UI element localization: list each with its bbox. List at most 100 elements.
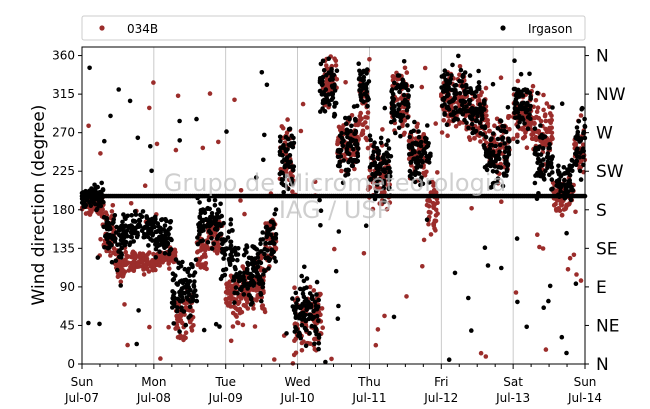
- point-irgason: [549, 177, 555, 182]
- point-irgason: [179, 305, 184, 311]
- point-irgason: [537, 144, 542, 150]
- point-irgason: [425, 123, 430, 128]
- point-irgason: [349, 163, 355, 168]
- point-irgason: [381, 185, 387, 191]
- point-034b: [318, 291, 323, 297]
- point-irgason: [533, 152, 539, 157]
- point-irgason: [340, 180, 346, 186]
- point-irgason: [265, 255, 271, 260]
- point-irgason: [384, 174, 389, 179]
- point-irgason: [185, 297, 191, 302]
- legend-frame: [81, 15, 586, 41]
- point-034b: [550, 136, 555, 142]
- point-irgason: [257, 281, 263, 287]
- point-034b: [439, 130, 445, 135]
- point-irgason: [418, 154, 424, 159]
- point-irgason: [171, 321, 176, 326]
- point-irgason: [405, 115, 411, 120]
- point-irgason: [348, 156, 354, 162]
- point-irgason: [378, 140, 384, 146]
- point-irgason: [576, 119, 582, 124]
- point-irgason: [533, 173, 538, 178]
- point-irgason: [183, 322, 189, 328]
- point-irgason: [497, 142, 503, 148]
- point-irgason: [198, 239, 203, 244]
- point-irgason: [343, 115, 348, 121]
- point-irgason: [381, 178, 387, 184]
- point-irgason: [157, 249, 162, 254]
- point-034b: [298, 128, 304, 134]
- point-irgason: [399, 113, 404, 118]
- point-irgason: [282, 163, 288, 168]
- point-irgason: [455, 109, 460, 114]
- point-irgason: [545, 165, 550, 171]
- point-irgason: [483, 147, 489, 153]
- point-irgason: [484, 153, 489, 159]
- point-irgason: [186, 266, 192, 272]
- point-irgason: [577, 168, 583, 174]
- point-034b: [237, 310, 243, 316]
- point-irgason: [413, 169, 418, 174]
- point-034b: [126, 268, 132, 273]
- x-tick-date: Jul-09: [208, 391, 243, 405]
- point-034b: [431, 221, 436, 227]
- point-irgason: [484, 167, 490, 173]
- point-irgason: [512, 105, 518, 111]
- point-irgason: [488, 137, 494, 143]
- point-034b: [154, 141, 160, 147]
- point-irgason: [259, 298, 264, 304]
- point-irgason: [135, 135, 141, 141]
- point-irgason: [278, 170, 284, 175]
- point-irgason: [284, 331, 289, 336]
- point-034b: [515, 132, 520, 138]
- point-irgason: [575, 129, 581, 135]
- point-irgason: [329, 74, 335, 80]
- point-034b: [146, 260, 151, 266]
- point-034b: [86, 123, 91, 129]
- point-034b: [291, 352, 297, 358]
- point-irgason: [245, 286, 250, 291]
- point-034b: [290, 189, 295, 194]
- point-irgason: [299, 273, 305, 279]
- point-irgason: [180, 280, 186, 286]
- point-irgason: [323, 99, 329, 105]
- point-irgason: [392, 104, 397, 109]
- point-034b: [158, 356, 163, 361]
- point-irgason: [362, 85, 367, 90]
- legend-label-irgason: Irgason: [528, 22, 572, 36]
- point-irgason: [364, 81, 370, 87]
- point-irgason: [373, 170, 379, 176]
- x-tick-day: Sat: [503, 375, 523, 389]
- point-irgason: [324, 72, 329, 78]
- compass-label: NW: [596, 85, 626, 105]
- point-irgason: [272, 255, 277, 261]
- point-034b: [204, 266, 209, 272]
- point-irgason: [393, 130, 398, 136]
- point-034b: [360, 130, 365, 136]
- point-irgason: [244, 243, 249, 248]
- point-irgason: [515, 299, 520, 305]
- point-irgason: [464, 120, 469, 125]
- point-irgason: [316, 341, 322, 346]
- point-irgason: [102, 138, 107, 144]
- point-irgason: [258, 249, 263, 254]
- point-irgason: [236, 278, 242, 284]
- point-irgason: [409, 171, 415, 176]
- x-tick-day: Mon: [141, 375, 166, 389]
- point-034b: [467, 137, 473, 143]
- point-034b: [541, 107, 546, 113]
- point-irgason: [477, 120, 483, 125]
- point-irgason: [364, 71, 369, 76]
- point-irgason: [554, 183, 559, 188]
- point-034b: [367, 57, 372, 62]
- point-irgason: [488, 156, 494, 162]
- point-irgason: [186, 315, 191, 320]
- point-034b: [390, 74, 396, 79]
- point-irgason: [357, 87, 362, 93]
- point-034b: [541, 92, 546, 98]
- point-irgason: [281, 190, 287, 195]
- legend-label-034b: 034B: [127, 22, 158, 36]
- point-034b: [499, 199, 504, 204]
- point-irgason: [470, 130, 475, 136]
- point-irgason: [218, 231, 224, 237]
